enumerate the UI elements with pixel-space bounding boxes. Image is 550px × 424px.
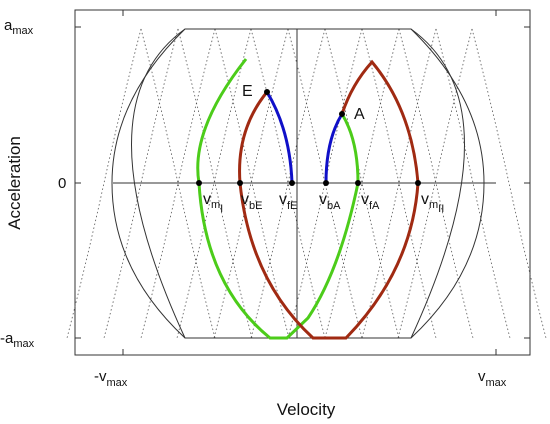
grid-arc [176, 28, 252, 339]
grid-arc [287, 28, 363, 339]
point-A-marker [339, 111, 345, 117]
label-vfE: vfE [279, 191, 297, 212]
y-tick-zero: 0 [58, 175, 66, 192]
grid-arc [140, 28, 216, 339]
grid-arc [361, 28, 437, 339]
x-axis-title: Velocity [277, 400, 336, 419]
grid-arc [214, 28, 290, 339]
point-A-label: A [354, 106, 365, 123]
y-tick-neg-amax: -amax [0, 330, 35, 350]
label-vbE: vbE [241, 191, 262, 212]
point-E-label: E [242, 83, 253, 100]
grid-arc [250, 28, 326, 339]
grid-arc [324, 28, 400, 339]
green-trajectory [196, 58, 360, 340]
grid-arc [250, 28, 326, 339]
blue-trajectory-E [265, 91, 294, 184]
grid-arc [398, 28, 474, 339]
grid-arc [324, 28, 400, 339]
point-vm2-marker [415, 180, 421, 186]
point-vfE-marker [289, 180, 295, 186]
label-vm1: vmI [203, 191, 223, 215]
grid-arc [361, 28, 437, 339]
x-tick-neg-vmax: -vmax [94, 368, 128, 389]
marker-points [196, 89, 421, 186]
point-vm1-marker [196, 180, 202, 186]
point-vbE-marker [237, 180, 243, 186]
grid-arc [397, 28, 473, 339]
point-vfA-marker [355, 180, 361, 186]
grid-arc [177, 28, 253, 339]
blue-trajectory-A [324, 113, 344, 184]
grid-arc [471, 28, 547, 339]
grid-arc [213, 28, 289, 339]
y-axis-title: Acceleration [5, 136, 24, 230]
label-vfA: vfA [361, 191, 380, 212]
point-vbA-marker [323, 180, 329, 186]
tick-marks [75, 10, 530, 355]
label-vbA: vbA [319, 191, 341, 212]
point-E-marker [264, 89, 270, 95]
y-tick-amax: amax [4, 17, 34, 37]
label-vm2: vmII [421, 191, 444, 215]
grid-arc [287, 28, 363, 339]
grid-arc [103, 28, 179, 339]
dotted-grid-arcs [66, 28, 547, 339]
x-tick-vmax: vmax [478, 368, 507, 389]
grid-arc [435, 28, 511, 339]
grid-arc [66, 28, 142, 339]
grid-arc [140, 28, 216, 339]
